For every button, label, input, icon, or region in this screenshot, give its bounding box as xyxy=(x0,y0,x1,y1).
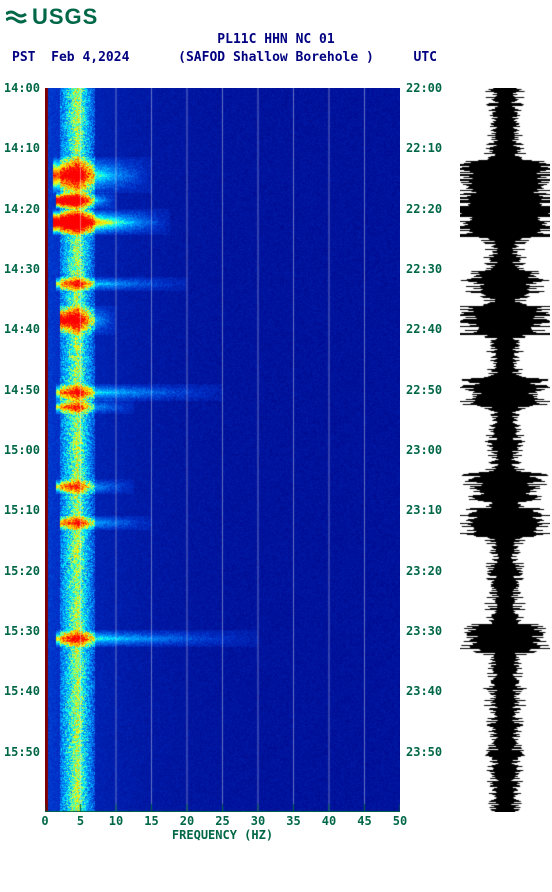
usgs-wave-icon xyxy=(6,8,28,26)
y-tick-pst: 14:40 xyxy=(0,322,40,336)
y-tick-pst: 14:10 xyxy=(0,141,40,155)
usgs-logo: USGS xyxy=(6,4,98,30)
y-tick-pst: 15:30 xyxy=(0,624,40,638)
y-tick-utc: 23:30 xyxy=(406,624,446,638)
station-subtitle: (SAFOD Shallow Borehole ) xyxy=(0,50,552,65)
y-tick-utc: 22:40 xyxy=(406,322,446,336)
y-tick-utc: 22:30 xyxy=(406,262,446,276)
y-tick-utc: 22:50 xyxy=(406,383,446,397)
x-tick: 30 xyxy=(248,814,268,828)
x-tick: 40 xyxy=(319,814,339,828)
x-tick: 15 xyxy=(142,814,162,828)
y-tick-utc: 23:50 xyxy=(406,745,446,759)
x-tick: 25 xyxy=(213,814,233,828)
seismogram-trace xyxy=(460,88,550,812)
x-tick: 0 xyxy=(35,814,55,828)
x-tick: 50 xyxy=(390,814,410,828)
y-tick-pst: 14:20 xyxy=(0,202,40,216)
x-axis-label: FREQUENCY (HZ) xyxy=(0,828,445,842)
y-tick-pst: 14:00 xyxy=(0,81,40,95)
x-tick: 35 xyxy=(284,814,304,828)
y-tick-utc: 23:00 xyxy=(406,443,446,457)
y-tick-utc: 23:40 xyxy=(406,684,446,698)
y-tick-pst: 15:00 xyxy=(0,443,40,457)
spectrogram-plot xyxy=(45,88,400,812)
y-tick-pst: 14:30 xyxy=(0,262,40,276)
y-tick-pst: 15:40 xyxy=(0,684,40,698)
x-tick: 45 xyxy=(355,814,375,828)
y-tick-pst: 15:10 xyxy=(0,503,40,517)
y-tick-utc: 23:10 xyxy=(406,503,446,517)
y-tick-utc: 23:20 xyxy=(406,564,446,578)
station-title: PL11C HHN NC 01 xyxy=(0,32,552,47)
y-tick-pst: 14:50 xyxy=(0,383,40,397)
y-tick-utc: 22:20 xyxy=(406,202,446,216)
x-tick: 5 xyxy=(71,814,91,828)
y-tick-utc: 22:10 xyxy=(406,141,446,155)
x-tick: 10 xyxy=(106,814,126,828)
tz-right: UTC xyxy=(414,50,437,65)
y-tick-pst: 15:20 xyxy=(0,564,40,578)
y-tick-pst: 15:50 xyxy=(0,745,40,759)
x-tick: 20 xyxy=(177,814,197,828)
y-tick-utc: 22:00 xyxy=(406,81,446,95)
logo-text: USGS xyxy=(32,4,98,30)
